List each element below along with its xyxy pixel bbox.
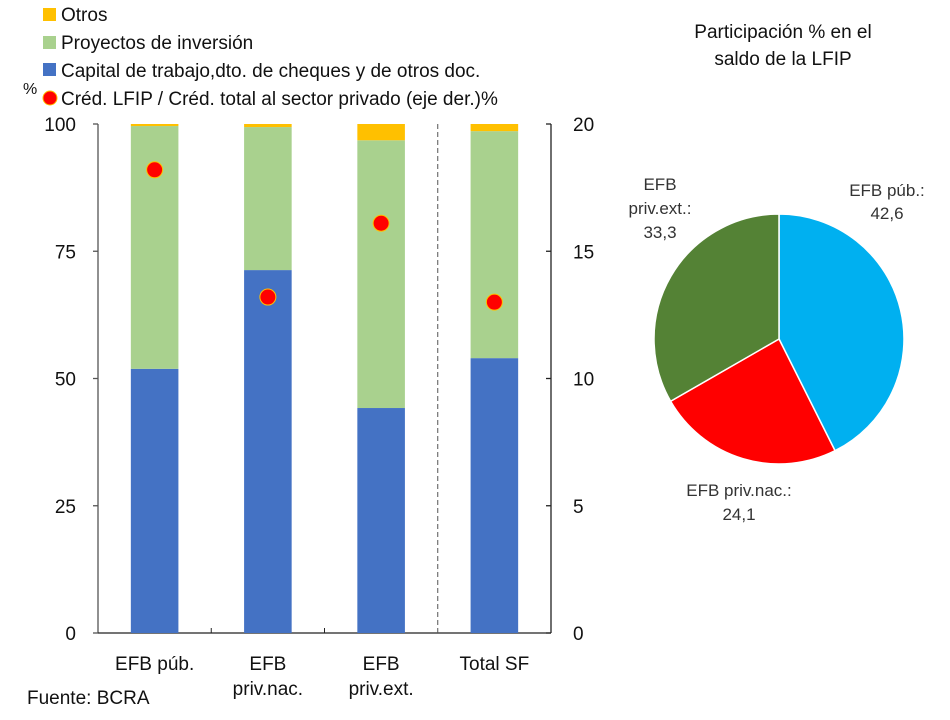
ratio-point bbox=[146, 161, 164, 179]
pie-label-efb-priv-ext-1: EFB bbox=[643, 175, 676, 194]
right-tick-label: 0 bbox=[573, 624, 584, 645]
bar-segment-proyectos bbox=[357, 140, 405, 409]
right-tick-label: 20 bbox=[573, 115, 594, 136]
pie-title-line-2: saldo de la LFIP bbox=[714, 49, 851, 70]
bar-segment-capital bbox=[470, 358, 519, 633]
bar-segment-capital bbox=[244, 270, 292, 633]
x-axis-labels: EFB púb. EFB priv.nac. EFB priv.ext. Total SF bbox=[115, 654, 529, 700]
right-tick-label: 15 bbox=[573, 242, 594, 263]
legend-label-proyectos: Proyectos de inversión bbox=[61, 33, 253, 54]
pie-value-efb-pub: 42,6 bbox=[870, 204, 903, 223]
bar-segment-otros bbox=[244, 124, 292, 128]
left-axis-ticks: 0 25 50 75 100 bbox=[44, 115, 98, 645]
legend-label-capital: Capital de trabajo,dto. de cheques y de … bbox=[61, 61, 480, 82]
category-label: priv.nac. bbox=[233, 679, 303, 700]
right-axis-unit: % bbox=[481, 89, 498, 110]
bar-segment-capital bbox=[357, 408, 405, 633]
pie-label-efb-priv-ext-2: priv.ext.: bbox=[629, 199, 692, 218]
legend: Otros Proyectos de inversión Capital de … bbox=[42, 5, 498, 110]
right-tick-label: 10 bbox=[573, 370, 594, 391]
ratio-markers bbox=[146, 161, 503, 311]
left-tick-label: 50 bbox=[55, 370, 76, 391]
ratio-point bbox=[259, 288, 277, 306]
legend-marker-ratio bbox=[42, 90, 58, 106]
legend-swatch-capital bbox=[43, 63, 56, 76]
bar-segment-proyectos bbox=[470, 131, 519, 359]
pie-slice-efb-pub bbox=[778, 213, 905, 452]
pie-chart bbox=[653, 213, 905, 465]
legend-label-ratio: Créd. LFIP / Créd. total al sector priva… bbox=[61, 89, 498, 110]
legend-label-otros: Otros bbox=[61, 5, 107, 26]
pie-value-efb-priv-nac: 24,1 bbox=[722, 505, 755, 524]
pie-labels: EFB púb.: 42,6 EFB priv.nac.: 24,1 EFB p… bbox=[629, 175, 925, 524]
pie-slice-efb-priv-nac bbox=[669, 337, 837, 465]
bar-segment-otros bbox=[357, 124, 405, 141]
pie-value-efb-priv-ext: 33,3 bbox=[643, 223, 676, 242]
left-tick-label: 75 bbox=[55, 242, 76, 263]
source-note: Fuente: BCRA bbox=[27, 688, 150, 709]
legend-swatch-otros bbox=[43, 8, 56, 21]
x-axis-ticks bbox=[210, 124, 439, 633]
legend-swatch-proyectos bbox=[43, 36, 56, 49]
bar-segment-otros bbox=[470, 124, 519, 132]
bar-segment-capital bbox=[130, 368, 179, 633]
pie-title-line-1: Participación % en el bbox=[694, 22, 871, 43]
left-tick-label: 100 bbox=[44, 115, 76, 136]
pie-slice-efb-priv-ext bbox=[653, 213, 780, 403]
left-tick-label: 0 bbox=[65, 624, 76, 645]
left-tick-label: 25 bbox=[55, 497, 76, 518]
category-label: Total SF bbox=[460, 654, 530, 675]
ratio-point bbox=[372, 214, 390, 232]
right-tick-label: 5 bbox=[573, 497, 584, 518]
category-label: EFB bbox=[249, 654, 286, 675]
category-label: priv.ext. bbox=[349, 679, 414, 700]
bar-segment-proyectos bbox=[244, 127, 292, 271]
pie-label-efb-pub: EFB púb.: bbox=[849, 181, 925, 200]
pie-title: Participación % en el saldo de la LFIP bbox=[694, 22, 871, 70]
category-label: EFB púb. bbox=[115, 654, 194, 675]
category-label: EFB bbox=[363, 654, 400, 675]
pie-label-efb-priv-nac: EFB priv.nac.: bbox=[686, 481, 792, 500]
left-axis-unit: % bbox=[23, 81, 37, 98]
bar-segment-otros bbox=[130, 124, 179, 127]
stacked-bars bbox=[130, 124, 519, 633]
ratio-point bbox=[485, 293, 503, 311]
right-axis-ticks: 0 5 10 15 20 bbox=[546, 115, 594, 645]
